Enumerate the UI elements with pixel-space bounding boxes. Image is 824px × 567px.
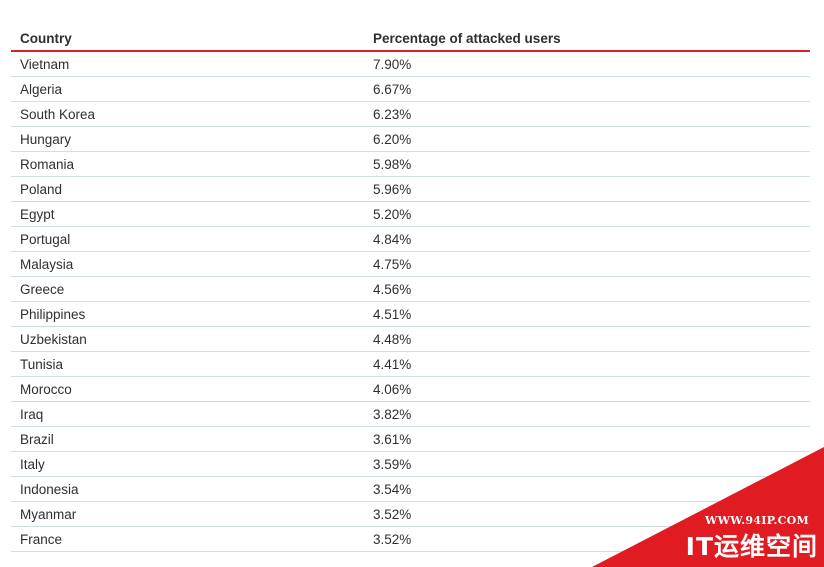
table-row: Poland 5.96% (11, 177, 810, 202)
country-cell: Italy (20, 456, 45, 472)
percentage-cell: 5.96% (373, 181, 412, 197)
column-header-country: Country (20, 31, 72, 46)
percentage-cell: 6.20% (373, 131, 412, 147)
percentage-cell: 4.84% (373, 231, 412, 247)
percentage-cell: 3.54% (373, 481, 412, 497)
country-cell: Myanmar (20, 506, 77, 522)
country-cell: Morocco (20, 381, 72, 397)
country-cell: Poland (20, 181, 63, 197)
country-cell: Uzbekistan (20, 331, 87, 347)
watermark-banner: WWW.94IP.COM IT运维空间 (592, 447, 824, 567)
watermark-url: WWW.94IP.COM (704, 514, 809, 527)
table-row: Uzbekistan 4.48% (11, 327, 810, 352)
percentage-cell: 5.20% (373, 206, 412, 222)
country-cell: South Korea (20, 106, 96, 122)
country-cell: Iraq (20, 406, 44, 422)
watermark-brand: IT运维空间 (685, 532, 818, 561)
country-cell: France (20, 531, 63, 547)
percentage-cell: 3.82% (373, 406, 412, 422)
table-row: Tunisia 4.41% (11, 352, 810, 377)
country-attack-table: Country Percentage of attacked users Vie… (11, 27, 810, 552)
table-row: Brazil 3.61% (11, 427, 810, 452)
watermark-triangle (592, 447, 824, 567)
percentage-cell: 4.51% (373, 306, 412, 322)
table-row: Morocco 4.06% (11, 377, 810, 402)
country-cell: Brazil (20, 431, 54, 447)
country-cell: Hungary (20, 131, 72, 147)
percentage-cell: 3.61% (373, 431, 412, 447)
country-cell: Portugal (20, 231, 71, 247)
table-row: Malaysia 4.75% (11, 252, 810, 277)
table-row: France 3.52% (11, 527, 810, 552)
table-row: Romania 5.98% (11, 152, 810, 177)
table-row: Algeria 6.67% (11, 77, 810, 102)
table-row: Philippines 4.51% (11, 302, 810, 327)
table-row: South Korea 6.23% (11, 102, 810, 127)
country-cell: Malaysia (20, 256, 74, 272)
percentage-cell: 6.67% (373, 81, 412, 97)
table-row: Indonesia 3.54% (11, 477, 810, 502)
table-row: Vietnam 7.90% (11, 52, 810, 77)
table-row: Portugal 4.84% (11, 227, 810, 252)
table-body: Vietnam 7.90% Algeria 6.67% South Korea 6.23%… (11, 52, 810, 552)
percentage-cell: 4.56% (373, 281, 412, 297)
table-header-row: Country Percentage of attacked users (11, 27, 810, 52)
percentage-cell: 3.59% (373, 456, 412, 472)
country-cell: Greece (20, 281, 65, 297)
percentage-cell: 4.48% (373, 331, 412, 347)
table-row: Greece 4.56% (11, 277, 810, 302)
percentage-cell: 4.41% (373, 356, 412, 372)
column-header-percentage: Percentage of attacked users (373, 31, 561, 46)
percentage-cell: 4.75% (373, 256, 412, 272)
table-row: Myanmar 3.52% (11, 502, 810, 527)
percentage-cell: 3.52% (373, 531, 412, 547)
country-cell: Romania (20, 156, 75, 172)
table-row: Egypt 5.20% (11, 202, 810, 227)
country-cell: Vietnam (20, 56, 70, 72)
country-cell: Egypt (20, 206, 55, 222)
percentage-cell: 7.90% (373, 56, 412, 72)
percentage-cell: 6.23% (373, 106, 412, 122)
country-cell: Tunisia (20, 356, 64, 372)
table-row: Italy 3.59% (11, 452, 810, 477)
percentage-cell: 4.06% (373, 381, 412, 397)
country-cell: Philippines (20, 306, 86, 322)
table-row: Iraq 3.82% (11, 402, 810, 427)
percentage-cell: 3.52% (373, 506, 412, 522)
country-cell: Algeria (20, 81, 63, 97)
percentage-cell: 5.98% (373, 156, 412, 172)
country-cell: Indonesia (20, 481, 79, 497)
table-row: Hungary 6.20% (11, 127, 810, 152)
